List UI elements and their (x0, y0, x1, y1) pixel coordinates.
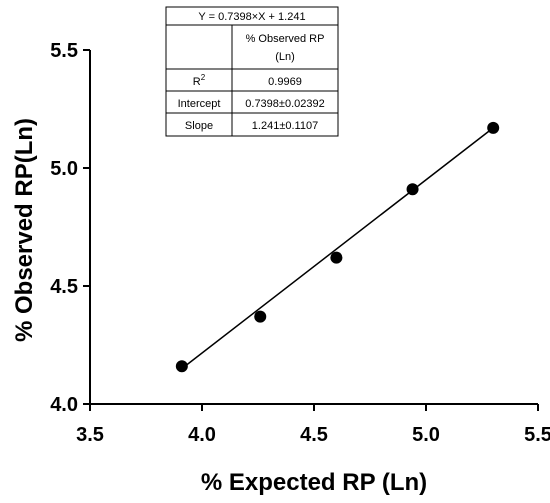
row-r2-label: R2 (193, 73, 206, 88)
data-point (175, 360, 188, 373)
y-tick-label: 5.0 (50, 158, 78, 180)
data-point (254, 310, 267, 323)
row-intercept-label: Intercept (178, 98, 221, 110)
row-slope-label: Slope (185, 120, 213, 132)
data-point (406, 183, 419, 196)
data-points (175, 121, 500, 373)
table-header-line1: % Observed RP (246, 33, 325, 45)
row-intercept-value: 0.7398±0.02392 (245, 98, 324, 110)
y-tick-label: 5.5 (50, 40, 78, 62)
data-point (330, 251, 343, 264)
x-ticks: 3.5 4.0 4.5 5.0 5.5 (76, 404, 550, 446)
x-axis-title: % Expected RP (Ln) (201, 469, 427, 496)
stats-table: Y = 0.7398×X + 1.241 % Observed RP (Ln) … (165, 6, 339, 137)
y-ticks: 4.0 4.5 5.0 5.5 (50, 40, 90, 416)
r2-superscript: 2 (201, 73, 206, 82)
x-tick-label: 3.5 (76, 424, 104, 446)
row-slope-value: 1.241±0.1107 (252, 120, 318, 132)
table-header-line2: (Ln) (275, 51, 295, 63)
x-tick-label: 5.5 (524, 424, 550, 446)
y-axis-title: % Observed RP(Ln) (11, 118, 38, 342)
fit-line-group (181, 127, 494, 370)
data-point (487, 121, 500, 134)
regression-line (181, 127, 494, 370)
y-tick-label: 4.5 (50, 276, 78, 298)
x-tick-label: 4.0 (188, 424, 216, 446)
equation-text: Y = 0.7398×X + 1.241 (198, 11, 305, 23)
row-r2-value: 0.9969 (268, 76, 302, 88)
y-tick-label: 4.0 (50, 394, 78, 416)
x-tick-label: 5.0 (412, 424, 440, 446)
x-tick-label: 4.5 (300, 424, 328, 446)
